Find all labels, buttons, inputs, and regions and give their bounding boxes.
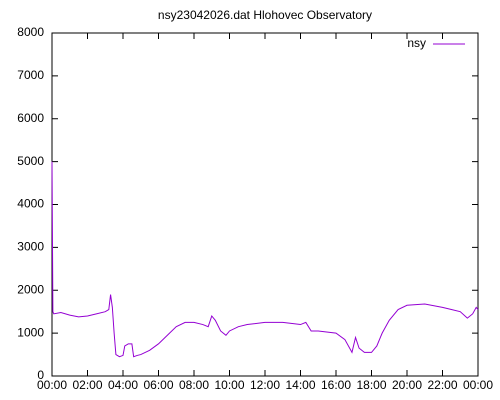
y-tick-label: 0 — [37, 368, 44, 382]
x-tick-label: 00:00 — [463, 378, 493, 392]
x-tick-label: 18:00 — [356, 378, 386, 392]
x-tick-label: 20:00 — [392, 378, 422, 392]
x-tick-label: 06:00 — [143, 378, 173, 392]
y-tick-label: 6000 — [17, 111, 44, 125]
x-tick-label: 22:00 — [427, 378, 457, 392]
data-line — [51, 161, 479, 358]
y-tick-label: 7000 — [17, 68, 44, 82]
y-tick-label: 3000 — [17, 240, 44, 254]
x-tick-label: 12:00 — [250, 378, 280, 392]
y-tick-label: 2000 — [17, 282, 44, 296]
x-tick-label: 10:00 — [214, 378, 244, 392]
x-tick-label: 14:00 — [285, 378, 315, 392]
x-tick-label: 02:00 — [72, 378, 102, 392]
y-tick-label: 5000 — [17, 154, 44, 168]
y-tick-label: 1000 — [17, 325, 44, 339]
chart-title: nsy23042026.dat Hlohovec Observatory — [158, 8, 372, 22]
legend-label: nsy — [407, 36, 426, 50]
x-tick-label: 08:00 — [179, 378, 209, 392]
y-tick-label: 8000 — [17, 25, 44, 39]
x-tick-label: 00:00 — [37, 378, 67, 392]
x-tick-label: 04:00 — [108, 378, 138, 392]
y-tick-label: 4000 — [17, 197, 44, 211]
x-tick-label: 16:00 — [321, 378, 351, 392]
